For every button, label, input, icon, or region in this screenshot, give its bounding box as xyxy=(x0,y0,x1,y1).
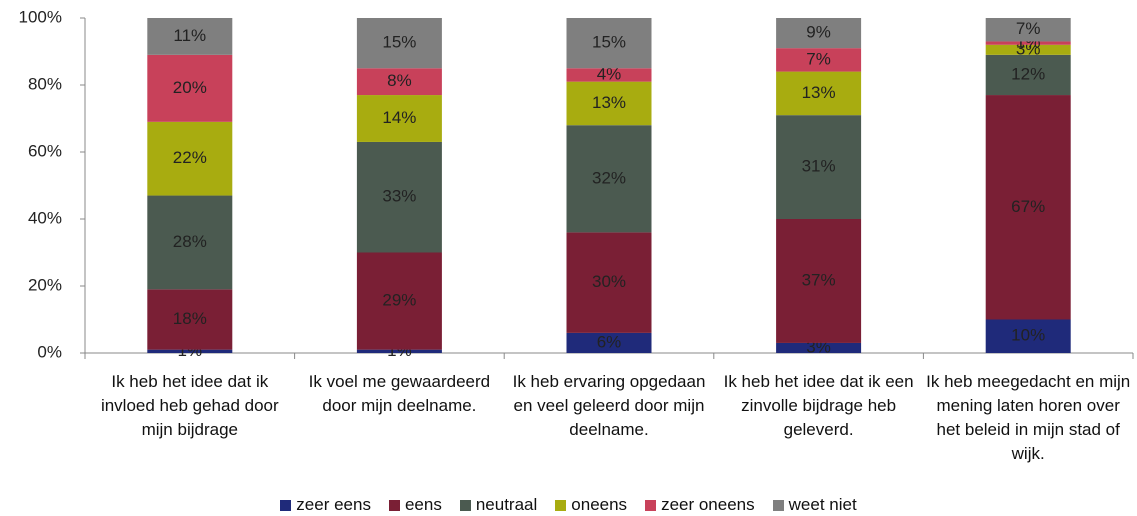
data-label: 28% xyxy=(173,232,207,251)
bar-segment xyxy=(566,18,652,69)
legend-swatch xyxy=(555,499,567,511)
legend: zeer eens eens neutraal oneens zeer oneens we… xyxy=(0,495,1137,515)
legend-swatch xyxy=(459,499,471,511)
legend-swatch xyxy=(388,499,400,511)
data-label: 20% xyxy=(173,78,207,97)
data-label: 11% xyxy=(173,26,206,45)
y-tick-label: 80% xyxy=(28,74,62,93)
legend-swatch xyxy=(645,499,657,511)
legend-label: neutraal xyxy=(475,495,538,514)
data-label: 13% xyxy=(802,83,836,102)
bar-segment xyxy=(985,44,1071,55)
data-label: 37% xyxy=(802,270,836,289)
bar-segment xyxy=(356,95,442,142)
data-label: 30% xyxy=(592,272,626,291)
bar-segment xyxy=(356,18,442,69)
bar-segment xyxy=(566,332,652,353)
x-tick-label: Ik voel me gewaardeerd door mijn deelnam… xyxy=(308,372,491,415)
bar-segment xyxy=(776,219,862,343)
legend-label: oneens xyxy=(571,495,628,514)
data-label: 18% xyxy=(173,309,207,328)
x-tick-label: Ik heb meegedacht en mijn mening laten h… xyxy=(926,372,1131,463)
y-tick-label: 0% xyxy=(37,342,62,361)
data-label: 31% xyxy=(802,157,836,176)
data-label: 10% xyxy=(1011,326,1045,345)
bar-segment xyxy=(776,115,862,219)
bar-segment xyxy=(147,121,233,196)
x-tick-label: Ik heb het idee dat ik een zinvolle bijd… xyxy=(723,372,914,439)
legend-label: zeer eens xyxy=(296,495,371,514)
legend-swatch xyxy=(280,499,292,511)
y-tick-label: 100% xyxy=(19,7,62,26)
bar-segment xyxy=(776,18,862,49)
y-tick-label: 20% xyxy=(28,275,62,294)
bar-segment xyxy=(147,18,233,55)
data-label: 6% xyxy=(597,332,622,351)
data-label: 4% xyxy=(597,64,622,83)
data-label: 13% xyxy=(592,93,626,112)
bar-segment xyxy=(985,18,1071,42)
bar-segment xyxy=(776,342,862,353)
legend-item: eens xyxy=(388,495,442,515)
bar-segment xyxy=(356,68,442,96)
bar-segment xyxy=(356,141,442,253)
data-label: 29% xyxy=(382,291,416,310)
y-tick-label: 60% xyxy=(28,141,62,160)
data-label: 14% xyxy=(382,108,416,127)
bar-segment xyxy=(147,289,233,350)
data-label: 7% xyxy=(1016,19,1041,38)
data-label: 12% xyxy=(1011,64,1045,83)
legend-label: weet niet xyxy=(788,495,857,514)
bar-segment xyxy=(985,319,1071,353)
bar-segment xyxy=(985,41,1071,45)
bar-segment xyxy=(776,71,862,116)
bar-segment xyxy=(147,195,233,290)
bar-segment xyxy=(776,48,862,72)
legend-item: weet niet xyxy=(772,495,857,515)
legend-item: zeer eens xyxy=(280,495,371,515)
data-label: 15% xyxy=(382,33,416,52)
bar-segment xyxy=(356,252,442,350)
legend-swatch xyxy=(772,499,784,511)
bar-segment xyxy=(147,54,233,122)
data-label: 22% xyxy=(173,148,207,167)
legend-item: neutraal xyxy=(459,495,538,515)
bar-segment xyxy=(566,125,652,233)
legend-label: zeer oneens xyxy=(661,495,755,514)
data-label: 15% xyxy=(592,33,626,52)
bar-segment xyxy=(566,81,652,126)
bar-segment xyxy=(985,95,1071,320)
bar-segment xyxy=(566,68,652,82)
legend-label: eens xyxy=(404,495,442,514)
legend-item: zeer oneens xyxy=(645,495,755,515)
x-tick-label: Ik heb ervaring opgedaan en veel geleerd… xyxy=(512,372,706,439)
x-tick-label: Ik heb het idee dat ik invloed heb gehad… xyxy=(100,372,279,439)
data-label: 8% xyxy=(387,71,412,90)
bar-segment xyxy=(566,232,652,333)
legend-item: oneens xyxy=(555,495,627,515)
bar-segment xyxy=(356,349,442,353)
data-label: 67% xyxy=(1011,197,1045,216)
data-label: 7% xyxy=(806,49,831,68)
y-tick-label: 40% xyxy=(28,208,62,227)
bar-segment xyxy=(147,349,233,353)
data-label: 9% xyxy=(806,23,831,42)
data-label: 33% xyxy=(382,187,416,206)
data-label: 32% xyxy=(592,168,626,187)
bar-segment xyxy=(985,54,1071,96)
